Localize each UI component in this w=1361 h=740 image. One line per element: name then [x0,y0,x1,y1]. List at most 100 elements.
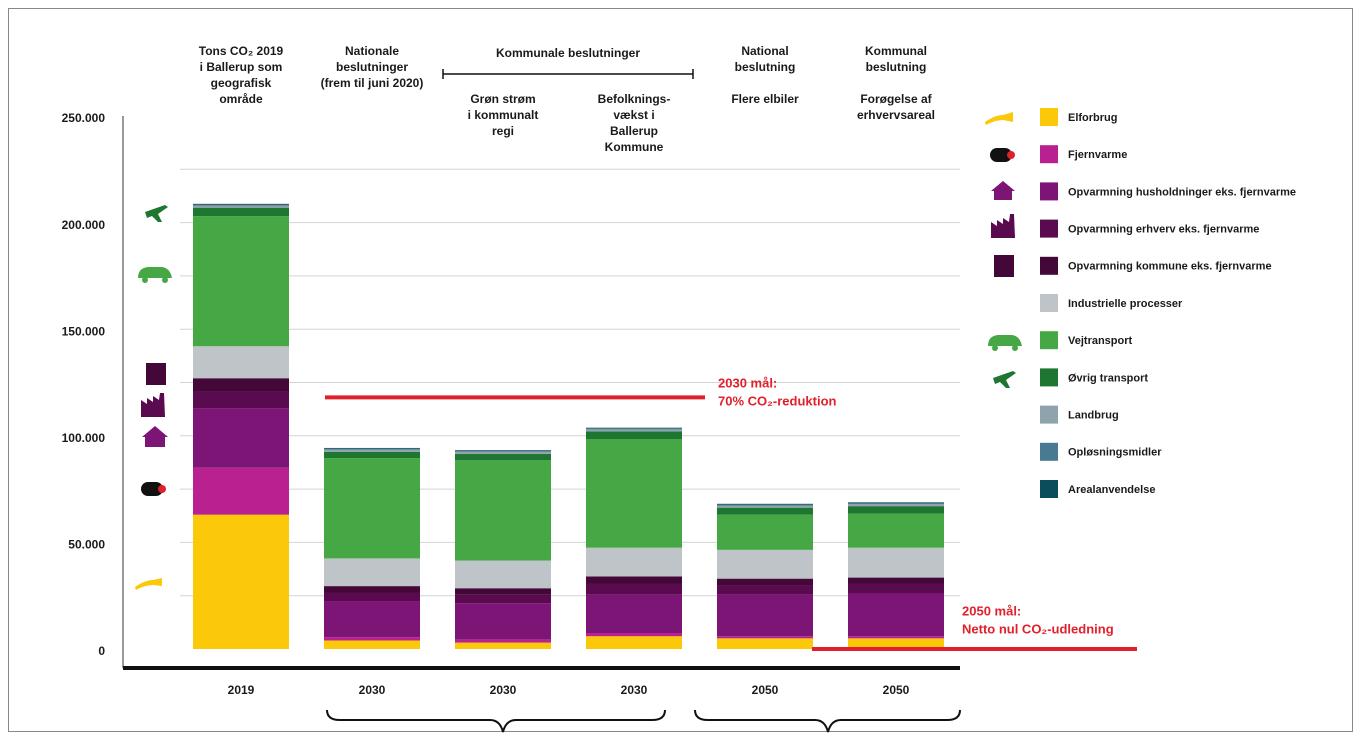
bar-segment [193,216,289,347]
column-group-header: beslutning [866,60,927,74]
legend-swatch [1040,294,1058,312]
bar-segment [324,447,420,449]
x-tick-label: 2050 [883,683,910,697]
legend-label: Fjernvarme [1068,149,1127,161]
y-tick-label: 100.000 [62,431,106,445]
frame [8,8,1353,732]
x-tick-label: 2050 [752,683,779,697]
bar-segment [324,637,420,641]
bar-segment [848,547,944,578]
bar-segment [717,504,813,506]
bar-segment [193,205,289,208]
bar-segment [455,588,551,595]
target-label: 2030 mål: [718,375,777,390]
legend-swatch [1040,480,1058,498]
column-header: område [219,92,263,106]
bar-segment [455,639,551,643]
bar-segment [455,450,551,452]
bar-segment [324,640,420,649]
bar-segment [193,408,289,468]
bar-segment [586,576,682,584]
bar-segment [717,636,813,639]
bar-segment [586,633,682,637]
y-tick-label: 50.000 [68,538,105,552]
bar-segment [324,601,420,638]
bar-segment [717,514,813,550]
y-tick-label: 150.000 [62,324,106,338]
bar-segment [717,507,813,515]
bar-segment [455,451,551,454]
legend-swatch [1040,219,1058,238]
bar-segment [324,448,420,450]
x-tick-label: 2030 [490,683,517,697]
target-label: 70% CO₂-reduktion [718,393,837,408]
left-icons [135,205,172,590]
bar-segment [848,504,944,507]
column-group-header: beslutning [735,60,796,74]
bar-segment [848,513,944,548]
legend-swatch [1040,442,1058,461]
legend-label: Arealanvendelse [1068,484,1155,496]
bar-segment [193,467,289,515]
bar-segment [717,505,813,508]
legend-swatch [1040,405,1058,424]
legend-swatch [1040,145,1058,164]
column-group-header: National [741,44,788,58]
legend-label: Opløsningsmidler [1068,447,1162,459]
bar-segment [717,503,813,505]
column-header: i Ballerup som [200,60,283,74]
span-bracket [442,69,694,79]
bar-segment [717,594,813,637]
column-header: Kommune [605,140,664,154]
x-tick-label: 2030 [621,683,648,697]
bar-segment [586,427,682,429]
column-header: Befolknings- [598,92,671,106]
column-header: Nationale [345,44,399,58]
bar-segment [193,203,289,205]
bar-segment [848,593,944,637]
bar-segment [586,583,682,595]
bar-segment [324,451,420,459]
legend-swatch [1040,256,1058,275]
legend-label: Opvarmning husholdninger eks. fjernvarme [1068,186,1296,198]
column-header: (frem til juni 2020) [321,76,424,90]
legend-icons [985,112,1022,388]
bar-segment [717,549,813,579]
legend-label: Vejtransport [1068,335,1133,347]
bar-segment [586,594,682,634]
bar-segment [193,391,289,409]
column-header: Forøgelse af [860,92,932,106]
y-tick-label: 200.000 [62,218,106,232]
bar-segment [324,458,420,559]
bar-segment [848,638,944,649]
bar-segment [848,577,944,584]
bar-segment [586,636,682,649]
bar-segment [717,638,813,649]
bar-segment [586,431,682,439]
legend-label: Opvarmning erhverv eks. fjernvarme [1068,224,1259,236]
span-header: Kommunale beslutninger [496,46,640,60]
column-header: regi [492,124,514,138]
column-header: geografisk [211,76,272,90]
bar-segment [455,642,551,649]
bar-segment [324,586,420,593]
column-header: Tons CO₂ 2019 [199,44,284,58]
column-header: vækst i [613,108,654,122]
bar-segment [455,453,551,461]
y-tick-label: 250.000 [62,111,106,125]
bar-segment [455,594,551,604]
column-header: i kommunalt [468,108,539,122]
bar-segment [193,204,289,206]
x-tick-label: 2019 [228,683,255,697]
bar-segment [193,378,289,392]
bar-segment [848,583,944,594]
bar-segment [848,636,944,639]
bar-segment [324,592,420,602]
bar-segment [717,578,813,586]
bar-segment [455,560,551,589]
column-header: erhvervsareal [857,108,935,122]
bar-segment [193,346,289,379]
bar-segment [717,585,813,595]
legend-swatch [1040,331,1058,350]
